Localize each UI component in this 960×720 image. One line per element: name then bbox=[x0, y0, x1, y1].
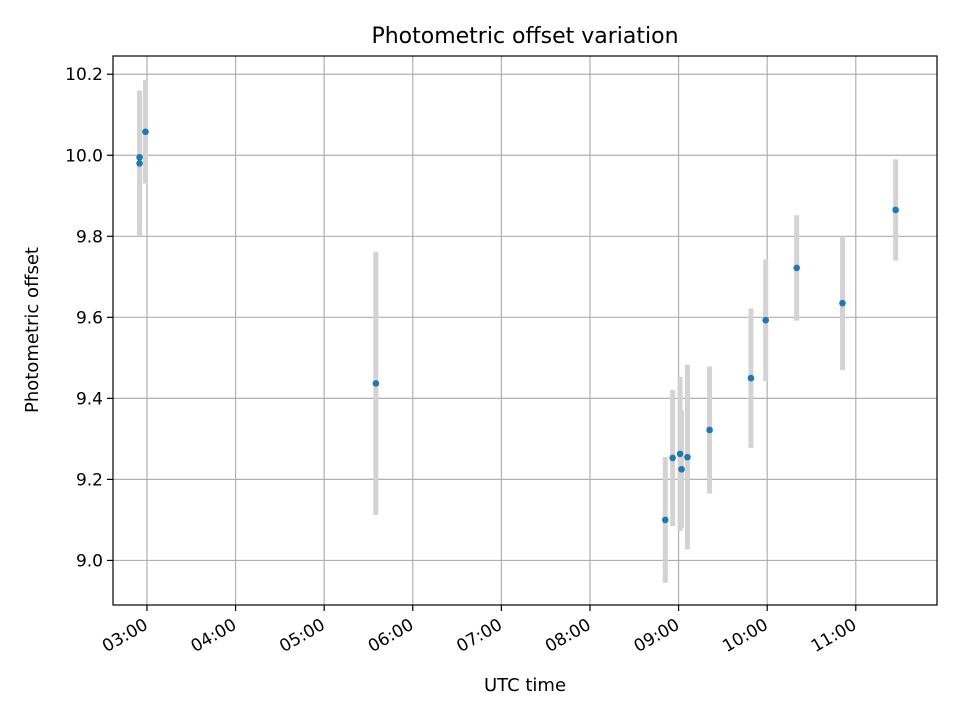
data-point bbox=[839, 299, 846, 307]
y-tick-label: 9.2 bbox=[76, 470, 103, 490]
y-tick-label: 9.0 bbox=[76, 551, 103, 571]
data-point bbox=[747, 374, 755, 382]
x-axis-label: UTC time bbox=[484, 675, 566, 696]
y-tick-label: 10.0 bbox=[65, 146, 103, 166]
data-point bbox=[793, 264, 801, 272]
data-point bbox=[136, 153, 143, 161]
data-point bbox=[762, 316, 770, 324]
data-point bbox=[669, 454, 676, 462]
data-point bbox=[372, 380, 380, 387]
data-point bbox=[892, 206, 899, 214]
grid bbox=[113, 56, 937, 605]
y-tick-label: 9.8 bbox=[76, 227, 103, 247]
y-tick-label: 9.6 bbox=[76, 308, 103, 328]
plot-area-frame bbox=[112, 55, 938, 606]
data-point bbox=[661, 516, 669, 524]
y-axis-label: Photometric offset bbox=[22, 247, 43, 413]
data-point bbox=[678, 465, 685, 473]
data-point bbox=[706, 426, 713, 434]
data-point bbox=[142, 128, 149, 136]
data-point bbox=[136, 160, 143, 167]
y-tick-label: 9.4 bbox=[76, 389, 103, 409]
data-points bbox=[136, 128, 899, 524]
data-point bbox=[684, 453, 691, 461]
chart-title: Photometric offset variation bbox=[371, 24, 678, 49]
y-tick-label: 10.2 bbox=[65, 65, 103, 85]
data-point bbox=[676, 450, 684, 458]
